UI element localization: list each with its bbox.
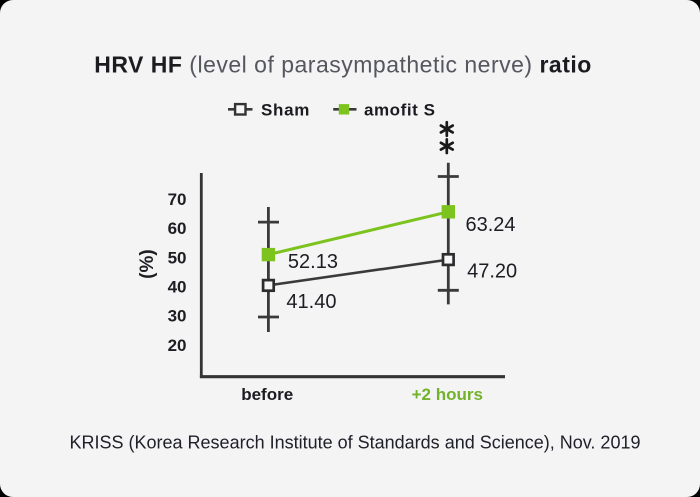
svg-text:70: 70: [168, 190, 187, 209]
svg-text:63.24: 63.24: [466, 214, 516, 236]
svg-text:40: 40: [168, 278, 187, 297]
svg-text:before: before: [241, 385, 293, 404]
svg-text:52.13: 52.13: [288, 251, 338, 273]
svg-text:(%): (%): [137, 249, 158, 279]
svg-text:Sham: Sham: [261, 100, 310, 119]
svg-text:amofit S: amofit S: [364, 100, 435, 119]
svg-text:60: 60: [168, 219, 187, 238]
svg-text:KRISS (Korea Research Institut: KRISS (Korea Research Institute of Stand…: [70, 433, 641, 453]
svg-text:47.20: 47.20: [467, 261, 517, 283]
svg-text:50: 50: [168, 248, 187, 267]
svg-text:41.40: 41.40: [286, 291, 336, 313]
svg-text:HRV HF (level of parasympathet: HRV HF (level of parasympathetic nerve) …: [94, 51, 592, 77]
svg-text:30: 30: [168, 307, 187, 326]
svg-text:20: 20: [168, 336, 187, 355]
svg-text:+2 hours: +2 hours: [412, 385, 483, 404]
